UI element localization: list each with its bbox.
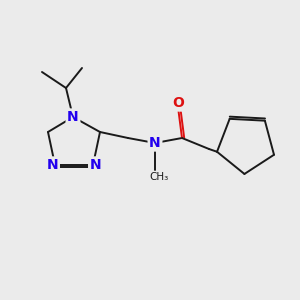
Text: N: N — [67, 110, 79, 124]
Text: N: N — [149, 136, 161, 150]
Text: N: N — [90, 158, 101, 172]
Text: O: O — [172, 96, 184, 110]
Text: CH₃: CH₃ — [149, 172, 169, 182]
Text: N: N — [47, 158, 58, 172]
